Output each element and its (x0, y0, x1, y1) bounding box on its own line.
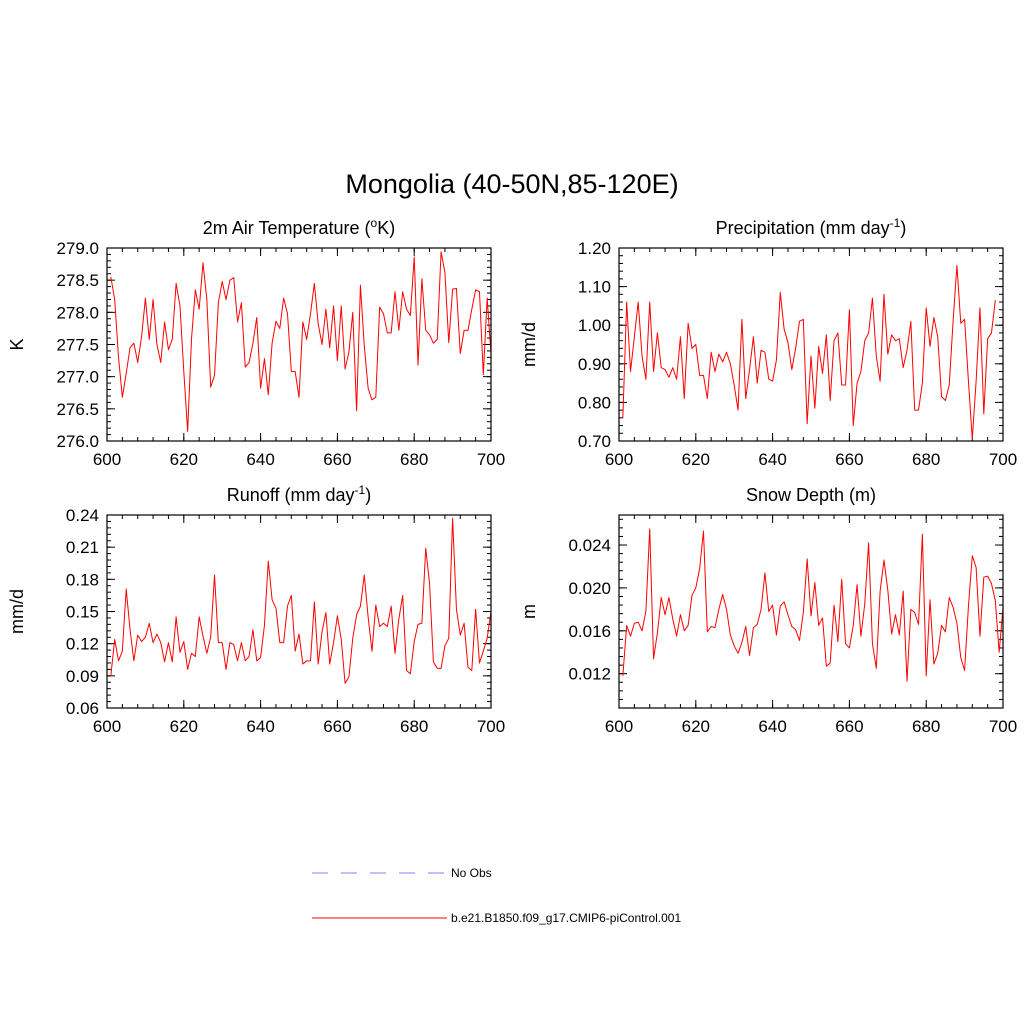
x-tick-label: 620 (682, 717, 710, 736)
plot-frame-precipitation (618, 247, 1004, 442)
panel-title-suffix: ) (365, 485, 371, 505)
panel-title-text: 2m Air Temperature ( (203, 218, 371, 238)
y-tick-label: 0.09 (66, 667, 99, 686)
y-tick-label: 0.80 (578, 393, 611, 412)
panel-title-snow-depth: Snow Depth (m) (746, 485, 876, 505)
x-tick-label: 600 (605, 717, 633, 736)
y-tick-label: 1.00 (578, 316, 611, 335)
x-tick-label: 660 (835, 450, 863, 469)
series-line-precipitation (622, 264, 996, 440)
y-tick-label: 0.024 (568, 536, 611, 555)
x-tick-label: 660 (835, 717, 863, 736)
y-tick-label: 0.24 (66, 506, 99, 525)
x-tick-label: 620 (170, 450, 198, 469)
x-tick-label: 680 (912, 717, 940, 736)
panel-title-text: Snow Depth (m) (746, 485, 876, 505)
series-line-temperature (110, 251, 492, 432)
y-tick-label: 0.15 (66, 603, 99, 622)
y-axis-label-runoff: mm/d (7, 589, 27, 634)
y-axis-label-precipitation: mm/d (519, 322, 539, 367)
y-tick-label: 276.0 (56, 432, 99, 451)
panel-title-runoff: Runoff (mm day-1) (227, 483, 371, 505)
panel-title-suffix: K) (377, 218, 395, 238)
y-tick-label: 277.5 (56, 336, 99, 355)
x-tick-label: 700 (477, 450, 505, 469)
x-tick-label: 700 (477, 717, 505, 736)
panel-temperature: 2m Air Temperature (oK) K 276.0 276.5 277.0 2… (7, 216, 505, 469)
panel-title-superscript: o (371, 216, 378, 230)
series-line-snow-depth (622, 528, 1004, 682)
x-tick-label: 640 (246, 450, 274, 469)
panel-title-temperature: 2m Air Temperature (oK) (203, 216, 395, 238)
y-tick-label: 1.10 (578, 278, 611, 297)
y-tick-label: 1.20 (578, 239, 611, 258)
x-tick-label: 680 (400, 450, 428, 469)
y-tick-label: 0.12 (66, 635, 99, 654)
x-tick-label: 600 (605, 450, 633, 469)
x-tick-label: 660 (323, 717, 351, 736)
x-tick-label: 600 (93, 450, 121, 469)
x-tick-label: 700 (989, 450, 1017, 469)
panel-title-text: Runoff (mm day (227, 485, 355, 505)
x-tick-label: 700 (989, 717, 1017, 736)
y-axis-label-snow-depth: m (519, 604, 539, 619)
y-tick-label: 278.0 (56, 303, 99, 322)
legend-label-no-obs: No Obs (451, 866, 492, 880)
plot-frame-temperature (106, 247, 492, 442)
figure-title: Mongolia (40-50N,85-120E) (345, 169, 678, 199)
legend-label-model: b.e21.B1850.f09_g17.CMIP6-piControl.001 (451, 911, 681, 925)
x-tick-label: 640 (758, 717, 786, 736)
panel-title-text: Precipitation (mm day (716, 218, 890, 238)
plot-frame-runoff (106, 514, 492, 709)
y-tick-label: 0.016 (568, 622, 611, 641)
y-tick-label: 0.90 (578, 355, 611, 374)
y-tick-label: 277.0 (56, 368, 99, 387)
y-tick-label: 0.21 (66, 538, 99, 557)
y-tick-label: 276.5 (56, 400, 99, 419)
y-tick-label: 0.012 (568, 665, 611, 684)
panel-title-suffix: ) (900, 218, 906, 238)
panel-precipitation: Precipitation (mm day-1) mm/d 0.70 0.80 0.90… (519, 216, 1017, 469)
panels: 2m Air Temperature (oK) K 276.0 276.5 277.0 2… (7, 216, 1017, 736)
panel-runoff: Runoff (mm day-1) mm/d 0.06 0.09 0.12 0.15 0.1… (7, 483, 505, 736)
panel-snow-depth: Snow Depth (m) m 0.012 0.016 0.020 0.024 600 62… (519, 485, 1017, 736)
x-tick-label: 680 (400, 717, 428, 736)
y-tick-label: 0.18 (66, 570, 99, 589)
x-tick-label: 620 (682, 450, 710, 469)
y-axis-label-temperature: K (7, 338, 27, 350)
y-tick-label: 0.70 (578, 432, 611, 451)
panel-title-precipitation: Precipitation (mm day-1) (716, 216, 907, 238)
x-tick-label: 680 (912, 450, 940, 469)
x-tick-label: 640 (246, 717, 274, 736)
panel-title-superscript: -1 (890, 216, 901, 230)
panel-title-superscript: -1 (355, 483, 366, 497)
series-line-runoff (110, 517, 492, 684)
y-tick-label: 279.0 (56, 239, 99, 258)
x-tick-label: 600 (93, 717, 121, 736)
y-tick-label: 0.020 (568, 579, 611, 598)
legend: No Obs b.e21.B1850.f09_g17.CMIP6-piContr… (312, 866, 681, 925)
y-tick-label: 278.5 (56, 271, 99, 290)
plot-frame-snow-depth (618, 514, 1004, 709)
y-tick-label: 0.06 (66, 699, 99, 718)
x-tick-label: 660 (323, 450, 351, 469)
x-tick-label: 640 (758, 450, 786, 469)
x-tick-label: 620 (170, 717, 198, 736)
